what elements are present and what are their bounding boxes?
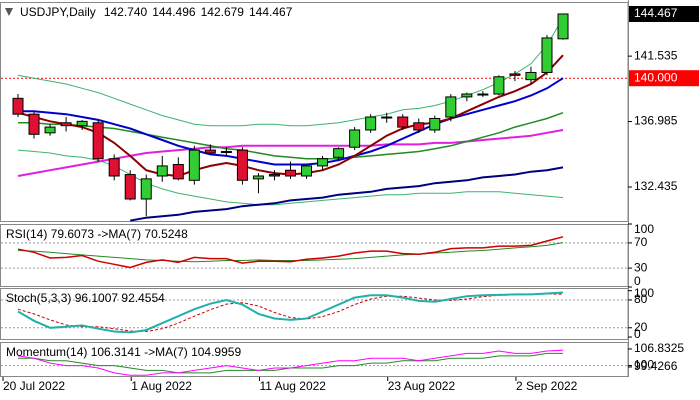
y-tick-label: 106.8325 <box>634 341 684 355</box>
indicator-line <box>18 111 564 160</box>
candle-body <box>461 93 473 98</box>
y-tick-label: 100 <box>634 286 654 300</box>
x-tick-label: 1 Aug 2022 <box>131 379 192 393</box>
candle-body <box>44 126 56 134</box>
indicator-line <box>17 293 564 333</box>
x-tick-label: 20 Jul 2022 <box>3 379 65 393</box>
y-tick-label: 100 <box>634 358 654 372</box>
candle-body <box>397 116 409 128</box>
y-tick-label: 136.985 <box>634 114 678 128</box>
candle-body <box>12 97 24 115</box>
candle-body <box>124 174 136 200</box>
indicator-line <box>17 236 564 269</box>
ohlc-label: 144.496 <box>152 5 196 19</box>
candle-body <box>172 163 184 180</box>
candle-body <box>413 122 425 131</box>
y-tick-label: 20 <box>634 320 648 334</box>
y-tick-label: 30 <box>634 260 648 274</box>
indicator-title: Momentum(14) 106.3141 ->MA(7) 104.9959 <box>6 345 241 359</box>
indicator-line <box>17 349 564 376</box>
level-label: 140.000 <box>634 70 678 84</box>
candle-body <box>525 71 537 81</box>
y-tick-label: 141.535 <box>634 48 678 62</box>
x-tick-label: 23 Aug 2022 <box>388 379 456 393</box>
x-tick-label: 11 Aug 2022 <box>259 379 326 393</box>
ohlc-label: 142.679 <box>201 5 245 19</box>
candle-body <box>252 175 264 180</box>
candle-body <box>285 169 297 177</box>
ohlc-label: 144.467 <box>249 5 293 19</box>
candle-body <box>429 117 441 131</box>
indicator-title: Stoch(5,3,3) 96.1007 92.4554 <box>6 291 165 305</box>
indicator-line <box>17 242 564 263</box>
candle-body <box>188 149 200 181</box>
candle-body <box>493 76 505 95</box>
indicator-line <box>17 291 564 334</box>
candle-body <box>76 120 88 127</box>
candle-body <box>92 122 104 160</box>
y-tick-label: 80 <box>634 292 648 306</box>
candle-body <box>140 178 152 200</box>
y-tick-label: 99.4266 <box>634 359 678 373</box>
ohlc-label: 142.740 <box>104 5 148 19</box>
chart-header: USDJPY,Daily 142.740 144.496 142.679 144.467 <box>20 5 293 19</box>
candle-body <box>28 113 40 135</box>
candle-body <box>317 158 329 167</box>
candle-body <box>541 37 553 73</box>
symbol-icon <box>5 8 13 16</box>
y-tick-label: 100 <box>634 222 654 236</box>
candle-body <box>333 148 345 158</box>
candle-body <box>156 165 168 177</box>
y-tick-label: 70 <box>634 235 648 249</box>
last-price-label: 144.467 <box>634 6 678 20</box>
y-tick-label: 0 <box>634 327 641 341</box>
candle-body <box>365 116 377 131</box>
candle-body <box>60 122 72 127</box>
candle-body <box>301 165 313 177</box>
candle-body <box>268 174 280 177</box>
candle-body <box>445 96 457 118</box>
last-price-box <box>629 5 699 22</box>
candle-body <box>557 13 569 40</box>
y-tick-label: 0 <box>634 274 641 288</box>
candle-body <box>477 93 489 96</box>
candle-body <box>349 129 361 148</box>
level-label-box <box>629 70 699 87</box>
indicator-title: RSI(14) 79.6073 ->MA(7) 70.5248 <box>6 227 188 241</box>
candle-body <box>381 116 393 119</box>
indicator-line <box>130 166 564 222</box>
x-tick-label: 2 Sep 2022 <box>516 379 578 393</box>
candle-body <box>220 151 232 154</box>
y-tick-label: 132.435 <box>634 179 678 193</box>
candle-body <box>204 149 216 154</box>
candle-body <box>509 73 521 76</box>
chart-title: USDJPY,Daily <box>20 5 96 19</box>
candle-body <box>236 149 248 181</box>
candle-body <box>108 158 120 177</box>
